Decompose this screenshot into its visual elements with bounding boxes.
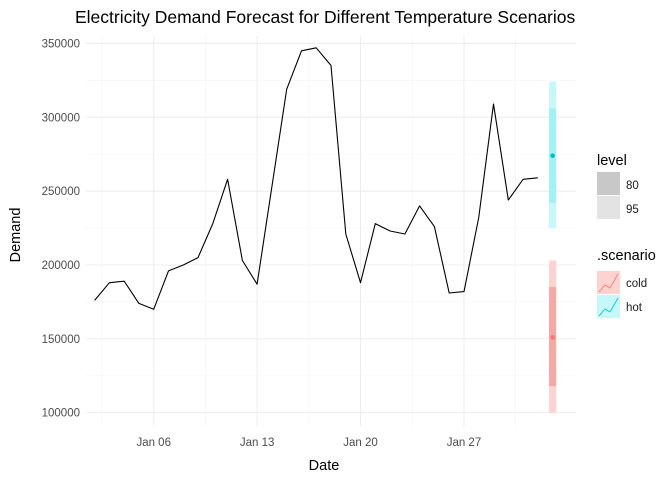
x-tick-label: Jan 06 [136,437,171,449]
y-axis-ticks: 100000 150000 200000 250000 300000 350000 [42,38,80,419]
legend-level-80-label: 80 [626,180,639,192]
legend-cold-swatch [597,271,620,294]
y-tick-label: 150000 [42,334,80,346]
legend-level-95-label: 95 [626,204,639,216]
forecast-means [550,153,555,340]
legend: level 80 95 .scenario cold hot [597,153,656,318]
y-tick-label: 350000 [42,38,80,50]
legend-cold-label: cold [626,278,647,290]
x-tick-label: Jan 13 [240,437,275,449]
legend-level-95-swatch [597,196,620,219]
y-tick-label: 300000 [42,112,80,124]
y-tick-label: 250000 [42,186,80,198]
x-tick-label: Jan 20 [343,437,378,449]
history-line [94,47,538,310]
legend-level-title: level [597,153,627,169]
legend-scenario-title: .scenario [597,248,656,264]
legend-hot-label: hot [626,302,643,314]
legend-cold-line-icon [598,273,619,293]
x-axis-title: Date [309,458,340,474]
forecast-cold-mean-point [550,335,555,340]
minor-gridlines [86,36,576,426]
y-tick-label: 200000 [42,260,80,272]
forecast-hot-mean-point [550,153,555,158]
legend-hot-swatch [597,295,620,318]
chart-title: Electricity Demand Forecast for Differen… [75,7,576,27]
history-series [94,47,538,310]
x-tick-label: Jan 27 [447,437,482,449]
y-axis-title: Demand [8,208,24,263]
legend-hot-line-icon [598,297,619,317]
major-gridlines [86,36,576,426]
x-axis-ticks: Jan 06 Jan 13 Jan 20 Jan 27 [136,437,481,449]
y-tick-label: 100000 [42,408,80,420]
legend-level-80-swatch [597,172,620,195]
